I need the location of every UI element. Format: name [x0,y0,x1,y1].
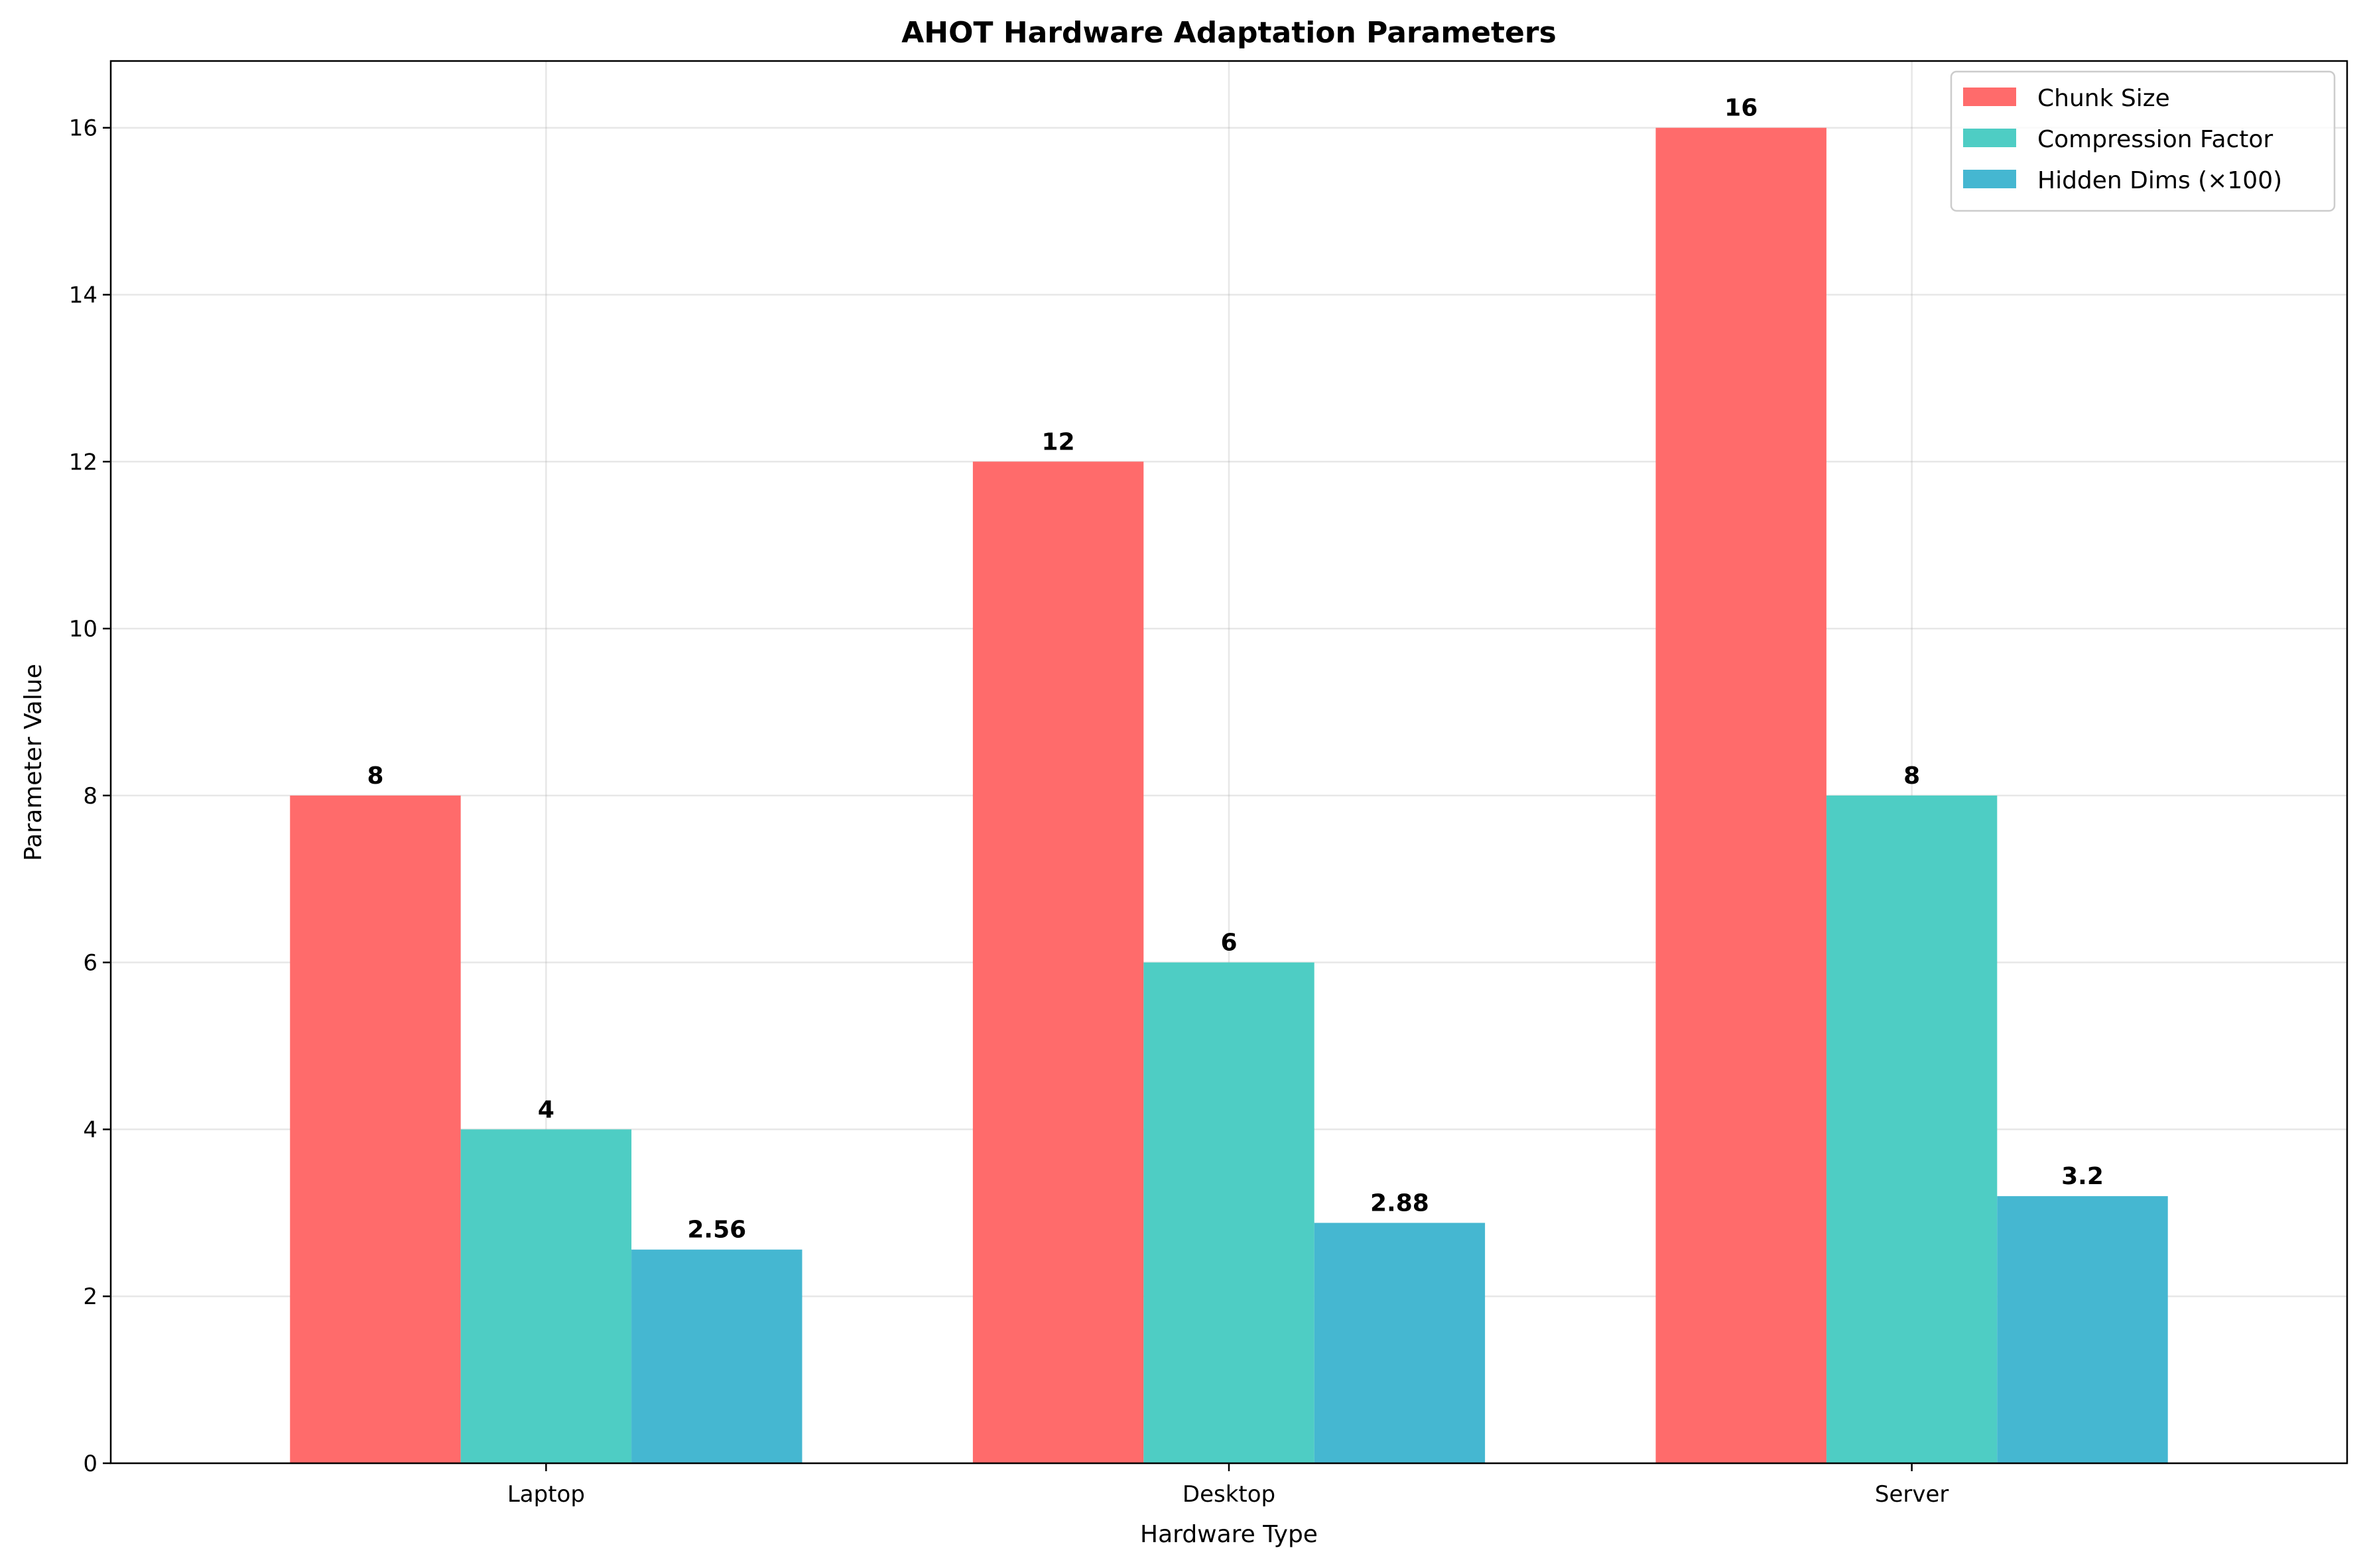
y-tick-label: 16 [69,115,97,142]
legend-swatch [1963,129,2016,147]
y-tick-label: 14 [69,282,97,309]
legend-label: Chunk Size [2037,85,2170,112]
legend-swatch [1963,170,2016,188]
bar-value-label: 8 [367,762,383,790]
x-tick-label: Desktop [1183,1481,1275,1508]
x-axis-label: Hardware Type [1140,1521,1318,1548]
bar-labels: 8 12 16 4 6 8 2.56 2.88 3.2 [367,95,2103,1244]
bar-value-label: 3.2 [2061,1163,2104,1190]
y-tick-label: 6 [83,950,97,977]
chart-title: AHOT Hardware Adaptation Parameters [901,16,1557,50]
bar-value-label: 8 [1903,762,1920,790]
bar [1314,1223,1486,1463]
legend-box [1950,70,2336,212]
y-tick-label: 2 [83,1284,97,1310]
x-tick-label: Laptop [507,1481,585,1508]
x-axis: Laptop Desktop Server [507,1463,1949,1508]
legend-label: Compression Factor [2037,126,2273,153]
legend-label: Hidden Dims (×100) [2037,167,2282,194]
bar-value-label: 2.88 [1370,1189,1429,1217]
bar-value-label: 2.56 [687,1217,746,1244]
bar-value-label: 16 [1724,95,1758,122]
bar [1997,1196,2168,1463]
bar [972,461,1144,1464]
bars [290,127,2168,1464]
y-axis-label: Parameter Value [20,664,47,861]
y-tick-label: 12 [69,449,97,475]
bar [1143,962,1314,1463]
bar [1655,127,1826,1464]
y-tick-label: 0 [83,1451,97,1477]
bar [1826,795,1998,1463]
x-tick-label: Server [1875,1481,1949,1508]
bar [631,1249,802,1463]
legend: Chunk Size Compression Factor Hidden Dims … [1950,70,2336,212]
legend-swatch [1963,88,2016,106]
y-tick-label: 8 [83,783,97,810]
y-tick-label: 10 [69,616,97,642]
bar [460,1129,632,1463]
bar-value-label: 4 [538,1096,554,1123]
bar-value-label: 12 [1042,428,1075,455]
y-axis: 0 2 4 6 8 10 12 14 16 [69,115,111,1477]
y-tick-label: 4 [83,1116,97,1143]
bar [290,795,461,1463]
bar-value-label: 6 [1220,930,1237,957]
